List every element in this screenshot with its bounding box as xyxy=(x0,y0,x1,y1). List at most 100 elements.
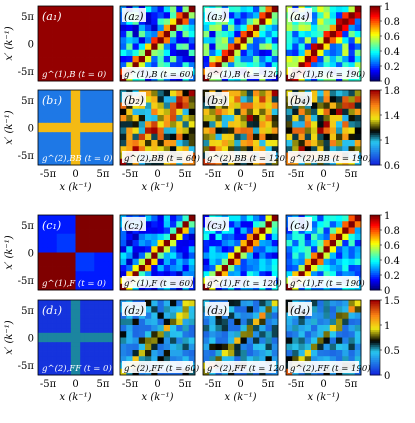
heatmap-cell xyxy=(52,76,58,82)
heatmap-cell xyxy=(311,133,318,141)
heatmap-cell xyxy=(42,332,48,338)
heatmap-cell xyxy=(240,18,248,26)
heatmap-cell xyxy=(84,332,90,338)
heatmap-cell xyxy=(94,76,100,82)
heatmap-cell xyxy=(145,102,152,110)
heatmap-cell xyxy=(246,233,254,241)
heatmap-cell xyxy=(182,108,190,116)
heatmap-cell xyxy=(89,52,95,58)
heatmap-cell xyxy=(70,76,76,82)
heatmap-cell xyxy=(298,337,306,345)
heatmap-cell xyxy=(75,219,81,225)
heatmap-cell xyxy=(38,15,44,21)
heatmap-cell xyxy=(145,12,152,19)
heatmap-cell xyxy=(298,24,306,32)
heatmap-cell xyxy=(240,221,248,228)
heatmap-cell xyxy=(259,49,266,57)
heatmap-cell xyxy=(126,146,133,153)
heatmap-cell xyxy=(84,146,90,152)
heatmap-cell xyxy=(151,146,158,153)
heatmap-cell xyxy=(66,247,72,253)
heatmap-cell xyxy=(66,66,72,73)
heatmap-cell xyxy=(61,52,67,58)
heatmap-cell xyxy=(342,90,349,97)
colorbar-tick-label: 0 xyxy=(384,77,390,88)
heatmap-cell xyxy=(103,52,109,58)
heatmap-cell xyxy=(203,133,210,141)
heatmap-cell xyxy=(292,356,299,363)
heatmap-cell xyxy=(75,238,81,244)
colorbar-step xyxy=(370,320,380,323)
heatmap-cell xyxy=(329,102,337,110)
heatmap-cell xyxy=(286,258,293,266)
heatmap-cell xyxy=(52,15,58,21)
heatmap-cell xyxy=(163,12,171,19)
heatmap-cell xyxy=(228,37,235,44)
heatmap-cell xyxy=(176,350,183,357)
heatmap-cell xyxy=(323,337,331,345)
heatmap-cell xyxy=(170,43,177,51)
heatmap-cell xyxy=(70,29,76,35)
heatmap-cell xyxy=(348,252,356,260)
heatmap-cell xyxy=(209,318,216,326)
colorbar-step xyxy=(370,350,380,353)
heatmap-cell xyxy=(52,229,58,235)
x-tick-label: 5π xyxy=(179,379,192,390)
heatmap-cell xyxy=(89,90,95,96)
heatmap-cell xyxy=(120,49,127,57)
heatmap-cell xyxy=(253,325,260,332)
colorbar-step xyxy=(370,343,380,346)
heatmap-cell xyxy=(108,280,114,286)
heatmap-cell xyxy=(103,127,109,133)
colorbar-step xyxy=(370,116,380,119)
heatmap-cell xyxy=(317,49,324,57)
heatmap-cell xyxy=(151,127,158,135)
heatmap-cell xyxy=(209,108,216,116)
heatmap-cell xyxy=(120,252,127,260)
colorbar-tick-label: 0.8 xyxy=(384,17,400,28)
heatmap-cell xyxy=(317,18,324,26)
heatmap-cell xyxy=(38,57,44,63)
heatmap-cell xyxy=(84,243,90,249)
heatmap-cell xyxy=(89,132,95,138)
heatmap-cell xyxy=(103,356,109,362)
heatmap-cell xyxy=(311,233,318,241)
heatmap-cell xyxy=(98,271,105,277)
heatmap-cell xyxy=(311,252,318,260)
heatmap-cell xyxy=(253,337,260,345)
heatmap-cell xyxy=(98,266,105,272)
heatmap-cell xyxy=(70,155,76,161)
heatmap-cell xyxy=(157,49,165,57)
heatmap-cell xyxy=(98,280,105,286)
colorbar-step xyxy=(370,307,380,310)
heatmap-cell xyxy=(265,258,273,266)
heatmap-cell xyxy=(108,332,114,338)
heatmap-cell xyxy=(98,94,105,100)
heatmap-cell xyxy=(84,118,90,124)
heatmap-cell xyxy=(126,24,133,32)
panel-frame xyxy=(119,214,196,291)
panel-label: g^(1),F (t = 0) xyxy=(42,278,106,289)
heatmap-cell xyxy=(70,314,76,320)
heatmap-cell xyxy=(354,325,362,332)
heatmap-cell xyxy=(75,160,81,166)
heatmap-cell xyxy=(342,252,349,260)
heatmap-cell xyxy=(234,18,241,26)
heatmap-cell xyxy=(354,331,362,338)
colorbar-step xyxy=(370,346,380,350)
heatmap-cell xyxy=(265,146,273,153)
heatmap-cell xyxy=(151,121,158,128)
heatmap-cell xyxy=(240,343,248,351)
colorbar-step xyxy=(370,93,380,97)
heatmap-cell xyxy=(170,258,177,266)
heatmap-cell xyxy=(70,328,76,334)
heatmap-cell xyxy=(89,280,95,286)
heatmap-cell xyxy=(188,37,196,44)
heatmap-cell xyxy=(52,365,58,371)
heatmap-cell xyxy=(70,300,76,306)
heatmap-cell xyxy=(52,34,58,40)
heatmap-cell xyxy=(42,127,48,133)
heatmap-cell xyxy=(56,266,62,272)
heatmap-cell xyxy=(151,233,158,241)
heatmap-cell xyxy=(75,280,81,286)
